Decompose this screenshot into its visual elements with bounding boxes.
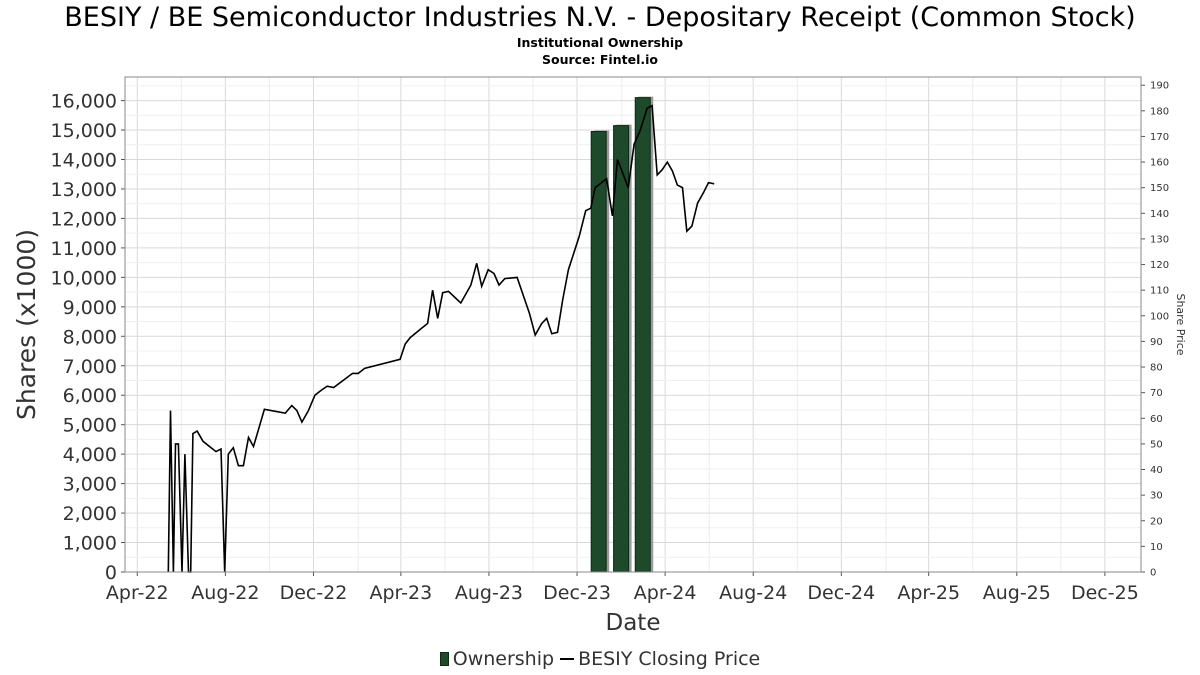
y2-tick-label: 160	[1150, 158, 1169, 169]
legend-price-swatch	[560, 657, 575, 660]
y-tick-label: 14,000	[51, 150, 117, 172]
y2-tick-label: 0	[1150, 568, 1156, 579]
y2-tick-label: 90	[1150, 337, 1163, 348]
x-tick-label: Dec-24	[807, 582, 875, 604]
y2-tick-label: 100	[1150, 311, 1169, 322]
y2-tick-label: 20	[1150, 516, 1163, 527]
x-tick-label: Aug-23	[455, 582, 523, 604]
y2-tick-label: 130	[1150, 234, 1169, 245]
y-tick-label: 3,000	[63, 474, 117, 496]
y-tick-label: 13,000	[51, 179, 117, 201]
y2-tick-label: 80	[1150, 363, 1163, 374]
y2-tick-label: 190	[1150, 81, 1169, 92]
y-tick-label: 16,000	[51, 91, 117, 113]
x-tick-label: Dec-25	[1071, 582, 1139, 604]
y2-tick-label: 70	[1150, 388, 1163, 399]
plot-border	[124, 76, 1142, 573]
y-tick-label: 7,000	[63, 356, 117, 378]
y2-tick-label: 170	[1150, 132, 1169, 143]
price-line	[167, 104, 715, 573]
y-tick-label: 12,000	[51, 208, 117, 230]
y-tick-label: 4,000	[63, 444, 117, 466]
y2-tick-label: 60	[1150, 414, 1163, 425]
x-tick-label: Dec-23	[543, 582, 611, 604]
ownership-bar	[634, 97, 651, 573]
chart-title: BESIY / BE Semiconductor Industries N.V.…	[64, 2, 1136, 33]
y-tick-label: 6,000	[63, 385, 117, 407]
x-tick-label: Aug-24	[719, 582, 787, 604]
chart-subtitle: Institutional Ownership	[516, 35, 684, 50]
x-tick-label: Apr-25	[897, 582, 960, 604]
y2-tick-label: 30	[1150, 491, 1163, 502]
legend-ownership-label: Ownership	[452, 647, 555, 670]
y2-tick-label: 50	[1150, 439, 1163, 450]
x-tick-label: Aug-25	[983, 582, 1051, 604]
y2-tick-label: 110	[1150, 286, 1169, 297]
y-tick-label: 15,000	[51, 120, 117, 142]
x-tick-label: Apr-22	[106, 582, 169, 604]
legend-price-label: BESIY Closing Price	[578, 647, 761, 670]
y-tick-label: 5,000	[63, 415, 117, 437]
y-tick-label: 9,000	[63, 297, 117, 319]
legend: Ownership BESIY Closing Price	[0, 647, 1200, 670]
y-tick-label: 2,000	[63, 503, 117, 525]
x-axis-title: Date	[606, 610, 661, 636]
y2-tick-label: 180	[1150, 106, 1169, 117]
x-tick-label: Dec-22	[280, 582, 348, 604]
y2-tick-label: 150	[1150, 183, 1169, 194]
y2-axis-title: Share Price	[1174, 293, 1187, 355]
y-tick-label: 10,000	[51, 267, 117, 289]
x-tick-label: Apr-23	[369, 582, 432, 604]
x-tick-label: Aug-22	[191, 582, 259, 604]
y-tick-label: 0	[105, 562, 117, 584]
y-tick-label: 1,000	[63, 533, 117, 555]
x-tick-label: Apr-24	[634, 582, 697, 604]
legend-ownership-swatch	[439, 651, 449, 666]
y-tick-label: 11,000	[51, 238, 117, 260]
y2-tick-label: 140	[1150, 209, 1169, 220]
chart-source: Source: Fintel.io	[542, 52, 658, 67]
ownership-bar	[613, 125, 630, 573]
y2-tick-label: 10	[1150, 542, 1163, 553]
y-tick-label: 8,000	[63, 326, 117, 348]
y2-tick-label: 40	[1150, 465, 1163, 476]
y2-tick-label: 120	[1150, 260, 1169, 271]
y-axis-title: Shares (x1000)	[12, 229, 41, 420]
